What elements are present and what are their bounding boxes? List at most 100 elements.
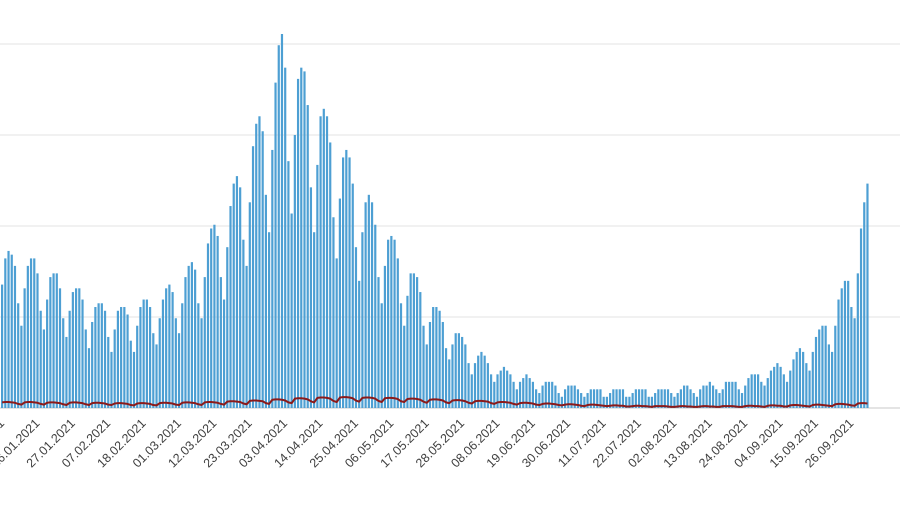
bar — [203, 277, 206, 408]
bar — [358, 280, 361, 408]
bar — [779, 366, 782, 408]
bar — [406, 295, 409, 408]
bar — [663, 389, 666, 408]
bar — [464, 344, 467, 408]
bar — [557, 393, 560, 408]
bar — [467, 363, 470, 408]
bar — [702, 385, 705, 408]
bar — [753, 374, 756, 408]
bar — [438, 310, 441, 408]
bar — [625, 396, 628, 408]
bar — [477, 355, 480, 408]
bar — [551, 381, 554, 408]
bar — [226, 247, 229, 408]
bar — [177, 333, 181, 408]
bar — [412, 273, 415, 408]
bar — [763, 385, 766, 408]
bar — [847, 280, 850, 408]
bar — [824, 325, 827, 408]
bar — [493, 381, 496, 408]
bar — [232, 183, 235, 408]
bar — [71, 292, 74, 408]
bar — [148, 307, 152, 408]
bar — [132, 351, 136, 408]
bar — [29, 258, 33, 408]
bar — [708, 381, 711, 408]
bar — [428, 321, 432, 408]
bar — [605, 396, 608, 408]
bar — [303, 71, 306, 409]
bar — [422, 325, 425, 408]
bar — [699, 389, 702, 408]
bar — [522, 378, 525, 408]
bar — [618, 389, 621, 408]
bar — [97, 303, 100, 408]
bar — [319, 116, 322, 408]
bar — [46, 299, 49, 408]
bar — [184, 277, 187, 408]
bar — [142, 299, 145, 408]
bar — [52, 273, 55, 408]
bar — [814, 336, 818, 408]
bar — [859, 228, 863, 408]
bar — [210, 228, 213, 408]
bar — [621, 389, 625, 408]
bar — [721, 389, 724, 408]
bar — [596, 389, 599, 408]
bar — [747, 378, 750, 408]
bar — [531, 381, 535, 408]
bar — [409, 273, 412, 408]
bar — [338, 198, 341, 408]
bar — [342, 157, 345, 408]
bar — [461, 336, 464, 408]
bar — [570, 385, 573, 408]
bar — [306, 105, 309, 408]
bar — [370, 202, 374, 408]
bar — [168, 284, 171, 408]
bar — [255, 123, 258, 408]
bar — [383, 265, 387, 408]
bar — [242, 239, 245, 408]
bar — [612, 389, 615, 408]
bar — [673, 396, 676, 408]
bar — [165, 288, 168, 408]
bar — [103, 310, 107, 408]
bar — [834, 325, 837, 408]
bar — [654, 393, 657, 408]
bar — [145, 299, 148, 408]
bar — [647, 396, 650, 408]
bar — [515, 389, 518, 408]
bar — [290, 213, 293, 408]
bar — [637, 389, 641, 408]
bar — [274, 82, 277, 409]
bar — [58, 288, 62, 408]
bar — [219, 277, 222, 408]
bar — [74, 288, 78, 408]
bar — [827, 344, 830, 408]
bar — [602, 396, 605, 408]
bar — [830, 351, 834, 408]
bar — [1, 284, 4, 408]
bar — [734, 381, 737, 408]
bar — [666, 389, 670, 408]
bar — [856, 273, 859, 408]
bar — [197, 303, 200, 408]
bar — [528, 378, 531, 408]
bar — [316, 164, 319, 408]
bar — [448, 359, 451, 408]
bar — [213, 224, 216, 408]
bar — [113, 329, 116, 408]
bar — [538, 393, 541, 408]
bar — [798, 348, 802, 408]
bar — [271, 149, 274, 408]
bar — [692, 393, 695, 408]
bar — [110, 351, 113, 408]
bar — [264, 194, 267, 408]
bar — [686, 385, 689, 408]
bar — [39, 310, 42, 408]
bar — [155, 344, 158, 408]
bar — [387, 239, 390, 408]
bar — [695, 396, 699, 408]
